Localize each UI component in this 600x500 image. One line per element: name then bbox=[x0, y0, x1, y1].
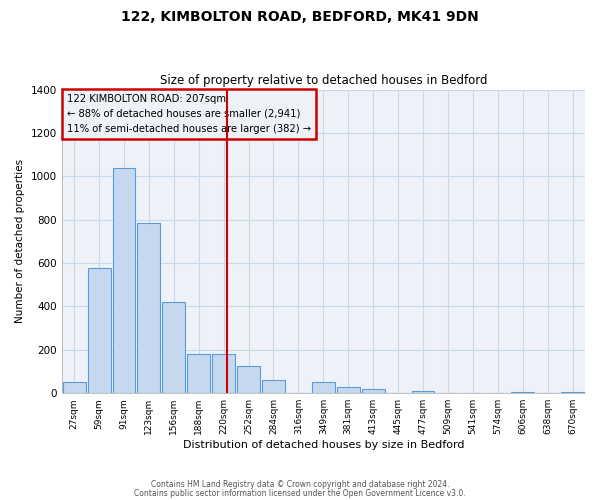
Title: Size of property relative to detached houses in Bedford: Size of property relative to detached ho… bbox=[160, 74, 487, 87]
Bar bbox=[337, 386, 360, 393]
Bar bbox=[163, 302, 185, 393]
Bar bbox=[312, 382, 335, 393]
Bar bbox=[262, 380, 285, 393]
Bar bbox=[511, 392, 534, 393]
Text: 122 KIMBOLTON ROAD: 207sqm
← 88% of detached houses are smaller (2,941)
11% of s: 122 KIMBOLTON ROAD: 207sqm ← 88% of deta… bbox=[67, 94, 311, 134]
Text: Contains HM Land Registry data © Crown copyright and database right 2024.: Contains HM Land Registry data © Crown c… bbox=[151, 480, 449, 489]
Text: Contains public sector information licensed under the Open Government Licence v3: Contains public sector information licen… bbox=[134, 488, 466, 498]
X-axis label: Distribution of detached houses by size in Bedford: Distribution of detached houses by size … bbox=[182, 440, 464, 450]
Bar bbox=[561, 392, 584, 393]
Text: 122, KIMBOLTON ROAD, BEDFORD, MK41 9DN: 122, KIMBOLTON ROAD, BEDFORD, MK41 9DN bbox=[121, 10, 479, 24]
Bar bbox=[137, 223, 160, 393]
Bar bbox=[412, 391, 434, 393]
Bar bbox=[88, 268, 110, 393]
Bar bbox=[362, 389, 385, 393]
Bar bbox=[237, 366, 260, 393]
Bar bbox=[62, 382, 86, 393]
Bar bbox=[187, 354, 210, 393]
Bar bbox=[113, 168, 136, 393]
Y-axis label: Number of detached properties: Number of detached properties bbox=[15, 160, 25, 324]
Bar bbox=[212, 354, 235, 393]
